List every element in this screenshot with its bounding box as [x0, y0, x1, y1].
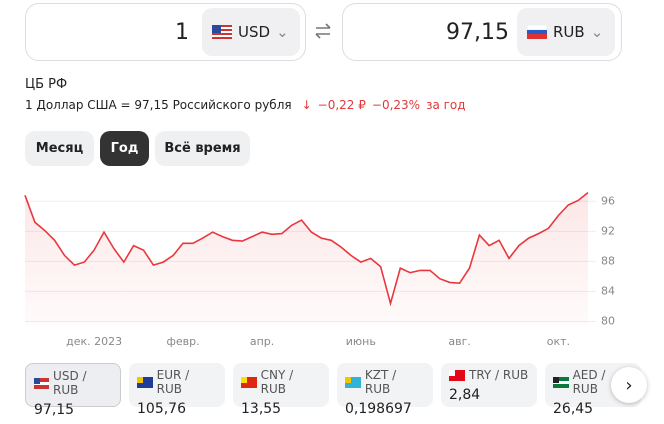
- card-pair: KZT / RUB: [364, 368, 397, 396]
- flag-ru: [527, 25, 547, 39]
- card-pair-row: EUR / RUB: [137, 368, 217, 396]
- card-pair: TRY / RUB: [469, 368, 529, 382]
- rate-line: 1 Доллар США = 97,15 Российского рубля ↓…: [25, 98, 466, 112]
- x-tick-label: февр.: [166, 335, 199, 348]
- y-tick-label: 96: [601, 194, 615, 207]
- period-button[interactable]: Месяц: [25, 131, 94, 166]
- card-value: 97,15: [34, 402, 75, 418]
- line: [24, 191, 589, 307]
- period-button[interactable]: Всё время: [155, 131, 250, 166]
- currency-code: USD: [238, 23, 271, 41]
- card-value: 13,55: [241, 401, 282, 417]
- card-pair: AED / RUB: [572, 368, 606, 396]
- y-tick-label: 88: [601, 254, 615, 267]
- flag: [345, 376, 361, 388]
- card-pair-row: KZT / RUB: [345, 368, 425, 396]
- currency-card[interactable]: CNY / RUB 13,55: [233, 363, 329, 417]
- currency-card[interactable]: USD / RUB 97,15: [25, 363, 121, 418]
- area: [25, 192, 588, 326]
- rate-change: −0,22 ₽: [317, 98, 366, 112]
- card-pair-row: USD / RUB: [34, 369, 112, 397]
- to-currency[interactable]: RUB ⌄: [517, 8, 615, 56]
- x-tick-label: авг.: [448, 335, 471, 348]
- card-pair-row: TRY / RUB: [449, 368, 529, 382]
- x-tick-label: окт.: [547, 335, 570, 348]
- y-tick-label: 92: [601, 224, 615, 237]
- x-tick-label: дек. 2023: [66, 335, 122, 348]
- rate-change-pct: −0,23%: [371, 98, 421, 112]
- rate-source: ЦБ РФ: [25, 77, 68, 92]
- flag-us: [212, 25, 232, 39]
- card-pair-row: AED / RUB: [553, 368, 633, 396]
- rate-text: 1 Доллар США = 97,15 Российского рубля: [25, 98, 292, 112]
- x-tick-label: апр.: [250, 335, 274, 348]
- flag: [34, 377, 50, 389]
- card-pair-row: CNY / RUB: [241, 368, 321, 396]
- card-pair: USD / RUB: [53, 369, 87, 397]
- from-currency[interactable]: USD ⌄: [202, 8, 300, 56]
- flag: [553, 376, 569, 388]
- swap-icon[interactable]: [313, 22, 333, 40]
- card-value: 105,76: [137, 401, 186, 417]
- card-pair: CNY / RUB: [260, 368, 294, 396]
- card-value: 26,45: [553, 401, 594, 417]
- flag: [449, 369, 465, 381]
- currency-card[interactable]: EUR / RUB 105,76: [129, 363, 225, 417]
- to-field[interactable]: 97,15 RUB ⌄: [342, 3, 622, 61]
- currency-code: RUB: [553, 23, 585, 41]
- x-tick-label: июнь: [346, 335, 376, 348]
- y-tick-label: 80: [601, 314, 615, 327]
- from-field[interactable]: 1 USD ⌄: [25, 3, 306, 61]
- from-amount: 1: [175, 20, 189, 45]
- rate-period: за год: [426, 98, 466, 112]
- card-pair: EUR / RUB: [156, 368, 190, 396]
- period-button-active[interactable]: Год: [100, 131, 149, 166]
- currency-card[interactable]: TRY / RUB 2,84: [441, 363, 537, 407]
- to-amount: 97,15: [446, 20, 509, 45]
- y-tick-label: 84: [601, 284, 615, 297]
- flag: [241, 376, 257, 388]
- chart: 80 84 88 92 96 дек. 2023 февр. апр. июнь авг. окт.: [24, 191, 615, 348]
- card-value: 2,84: [449, 387, 481, 403]
- next-button[interactable]: ›: [611, 367, 647, 403]
- currency-card[interactable]: KZT / RUB 0,198697: [337, 363, 433, 417]
- card-value: 0,198697: [345, 401, 412, 417]
- flag: [137, 376, 153, 388]
